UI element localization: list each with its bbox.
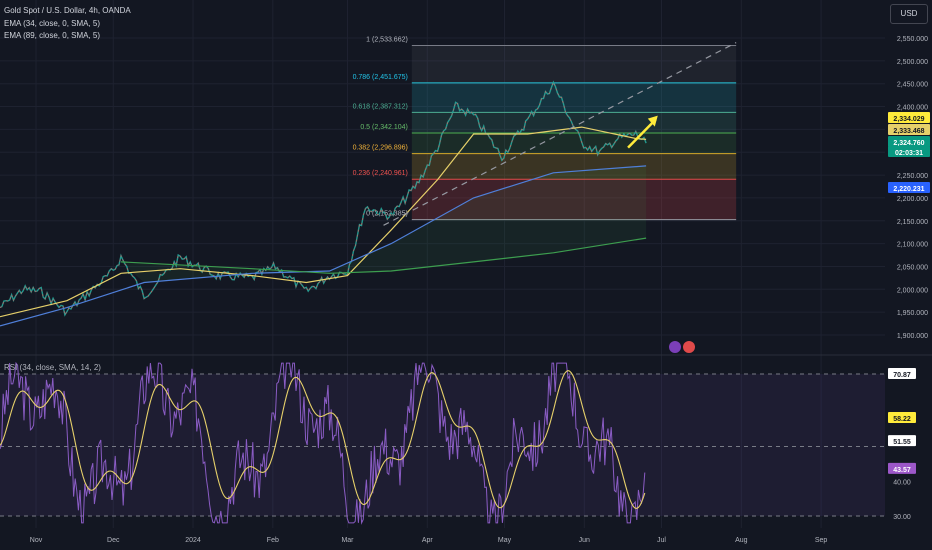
price-tag-label: 2,220.231 [893, 186, 924, 193]
price-tag [888, 124, 930, 135]
ema-bands [121, 165, 647, 283]
rsi-tick-label: 40.00 [893, 479, 911, 486]
flash-icon [669, 341, 681, 353]
axes[interactable]: 1,900.000 1,950.000 2,000.000 2,050.000 2,10… [30, 36, 930, 544]
price-tag [888, 146, 930, 157]
price-tick-label: 2,250.000 [897, 173, 928, 180]
price-tick-label: 2,450.000 [897, 82, 928, 89]
rsi-tag-label: 70.87 [893, 372, 911, 379]
trend-line [383, 42, 737, 226]
rsi-tag [888, 435, 916, 447]
price-tick-label: 2,550.000 [897, 36, 928, 43]
fib-level-label: 1 (2,533.662) [366, 36, 408, 43]
us-flag-icon [683, 341, 695, 353]
rsi-band [0, 374, 885, 516]
fib-zone [411, 153, 737, 180]
price-tag-label: 02:03:31 [895, 150, 923, 157]
rsi-tick-label: 30.00 [893, 514, 911, 521]
price-tag [888, 182, 930, 193]
ema-line [120, 237, 647, 274]
trend-drawings[interactable] [383, 42, 737, 353]
rsi-signal-line [0, 370, 646, 509]
ema-34-legend[interactable]: EMA (34, close, 0, SMA, 5) [4, 19, 101, 28]
projection-arrow [627, 118, 657, 149]
time-tick-label: 2024 [185, 537, 201, 544]
time-tick-label: Jun [579, 537, 590, 544]
fib-level-label: 0.5 (2,342.104) [360, 124, 407, 131]
rsi-tag-label: 43.57 [893, 467, 911, 474]
price-tick-label: 1,950.000 [897, 310, 928, 317]
time-tick-label: Dec [107, 537, 120, 544]
rsi-tag-label: 51.55 [893, 439, 911, 446]
fibonacci-retracement[interactable]: 1 (2,533.662) 0.786 (2,451.675) 0.618 (2,3… [353, 36, 737, 221]
fib-level-label: 0.382 (2,296.896) [353, 145, 408, 152]
price-tick-label: 2,500.000 [897, 59, 928, 66]
time-tick-label: Mar [341, 537, 354, 544]
price-tag-label: 2,324.760 [893, 140, 924, 147]
ema-line [0, 165, 647, 327]
ema-89-legend[interactable]: EMA (89, close, 0, SMA, 5) [4, 31, 101, 40]
time-tick-label: Apr [422, 537, 434, 544]
time-tick-label: May [498, 537, 512, 544]
arrow-head [647, 115, 658, 127]
fib-level-label: 0.236 (2,240.961) [353, 170, 408, 177]
fib-zone [411, 45, 737, 83]
price-tick-label: 2,150.000 [897, 219, 928, 226]
time-tick-label: Aug [735, 537, 748, 544]
price-tag-label: 2,334.029 [893, 116, 924, 123]
fib-level-label: 0.618 (2,387.312) [353, 103, 408, 110]
fib-zone [411, 82, 737, 113]
rsi-pane[interactable] [0, 361, 885, 525]
time-tick-label: Jul [657, 537, 666, 544]
price-tick-label: 2,100.000 [897, 242, 928, 249]
price-tick-label: 2,000.000 [897, 287, 928, 294]
price-line-down [0, 81, 647, 316]
rsi-tag [888, 462, 916, 474]
price-tag-label: 2,333.468 [893, 128, 924, 135]
fib-zone [411, 112, 737, 133]
fib-level-label: 0 (2,152.385) [366, 211, 408, 218]
symbol-title[interactable]: Gold Spot / U.S. Dollar, 4h, OANDA [4, 6, 131, 15]
rsi-legend[interactable]: RSI (34, close, SMA, 14, 2) [4, 363, 101, 372]
ema-cloud [121, 165, 647, 283]
time-tick-label: Feb [267, 537, 279, 544]
rsi-tag [888, 411, 916, 423]
currency-button[interactable]: USD [890, 4, 928, 24]
rsi-tag-label: 58.22 [893, 416, 911, 423]
price-series [0, 80, 647, 327]
fib-zone [411, 132, 737, 154]
price-tick-label: 1,900.000 [897, 333, 928, 340]
grid [0, 0, 932, 528]
price-tick-label: 2,400.000 [897, 105, 928, 112]
price-tag [888, 112, 930, 123]
rsi-line [0, 361, 646, 525]
price-tick-label: 2,200.000 [897, 196, 928, 203]
time-tick-label: Sep [815, 537, 828, 544]
fib-level-label: 0.786 (2,451.675) [353, 74, 408, 81]
rsi-tag [888, 368, 916, 379]
time-tick-label: Nov [30, 537, 43, 544]
price-tag [888, 136, 930, 147]
price-tick-label: 2,050.000 [897, 264, 928, 271]
fib-zone [411, 179, 737, 220]
